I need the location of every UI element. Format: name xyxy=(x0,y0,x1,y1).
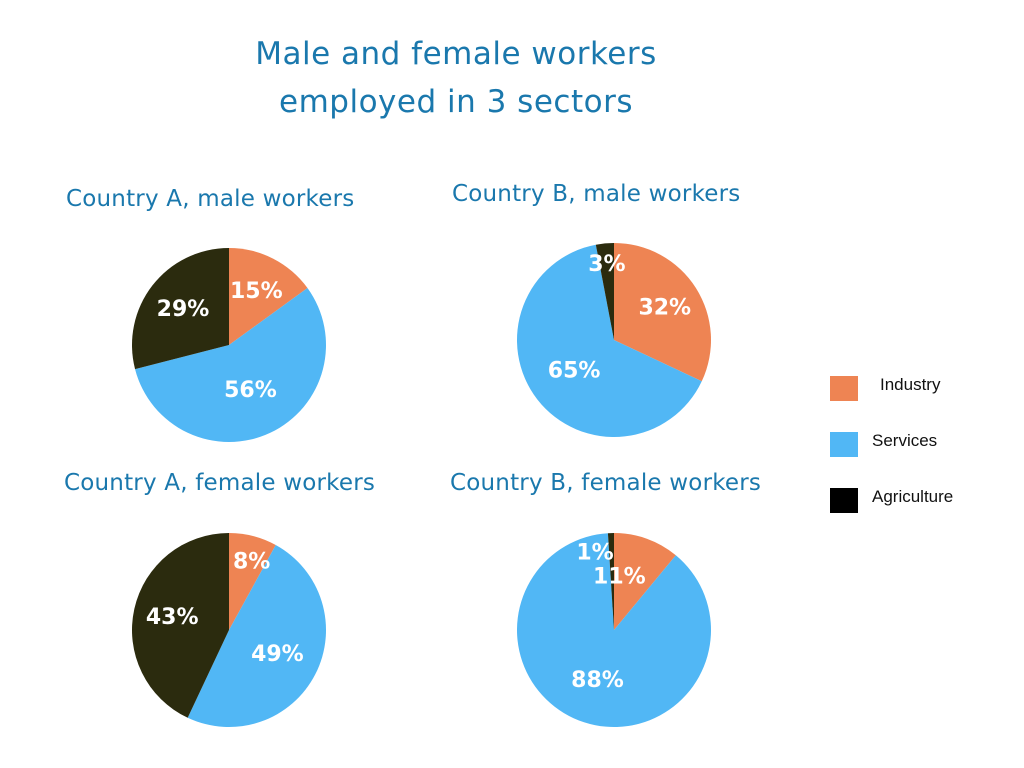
pie-chart-1: 15% 56% 29% xyxy=(132,248,327,443)
pie-label-agriculture: 3% xyxy=(588,252,625,277)
legend-label-industry: Industry xyxy=(880,375,941,394)
legend-swatch-agriculture xyxy=(830,488,858,513)
pie-slice-services xyxy=(517,244,702,437)
pie-label-industry: 32% xyxy=(638,295,691,320)
pie-chart-2: 32% 65% 3% xyxy=(517,243,711,437)
pie-slice-services xyxy=(135,287,327,443)
pie-label-services: 56% xyxy=(224,378,277,403)
chart-title-country-a-female: Country A, female workers xyxy=(64,470,376,496)
pie-chart-3: 8% 49% 43% xyxy=(131,533,327,728)
chart-title-country-b-male: Country B, male workers xyxy=(452,181,741,207)
pie-label-services: 88% xyxy=(571,668,624,693)
pie-label-industry: 11% xyxy=(593,564,646,589)
pie-slice-services xyxy=(517,533,712,727)
pie-label-services: 65% xyxy=(548,358,601,383)
page-title: Male and female workers employed in 3 se… xyxy=(0,30,912,126)
pie-slice-industry xyxy=(229,533,276,630)
legend-swatch-services xyxy=(830,432,858,457)
chart-title-country-a-male: Country A, male workers xyxy=(66,186,355,212)
pie-slice-agriculture xyxy=(131,533,229,718)
page-title-line-1: Male and female workers xyxy=(255,36,657,72)
pie-slice-agriculture xyxy=(132,248,229,370)
pie-slice-industry xyxy=(614,533,676,630)
pie-label-agriculture: 1% xyxy=(576,540,613,565)
page-title-line-2: employed in 3 sectors xyxy=(279,84,633,120)
pie-slice-industry xyxy=(614,243,711,382)
pie-slice-agriculture xyxy=(607,533,614,630)
pie-label-industry: 8% xyxy=(233,549,270,574)
legend-item-agriculture: Agriculture xyxy=(830,484,990,514)
pie-slice-industry xyxy=(229,248,308,345)
legend-item-services: Services xyxy=(830,428,990,458)
legend-item-industry: Industry xyxy=(830,372,990,402)
legend-label-agriculture: Agriculture xyxy=(872,487,954,506)
legend-swatch-industry xyxy=(830,376,858,401)
pie-label-industry: 15% xyxy=(230,279,283,304)
pie-label-services: 49% xyxy=(251,642,304,667)
pie-chart-4: 11% 88% 1% xyxy=(517,533,712,727)
pie-slice-agriculture xyxy=(595,243,614,340)
pie-slice-services xyxy=(187,544,327,728)
legend-label-services: Services xyxy=(872,431,938,450)
pie-label-agriculture: 43% xyxy=(146,605,199,630)
chart-title-country-b-female: Country B, female workers xyxy=(450,470,762,496)
pie-label-agriculture: 29% xyxy=(157,297,210,322)
